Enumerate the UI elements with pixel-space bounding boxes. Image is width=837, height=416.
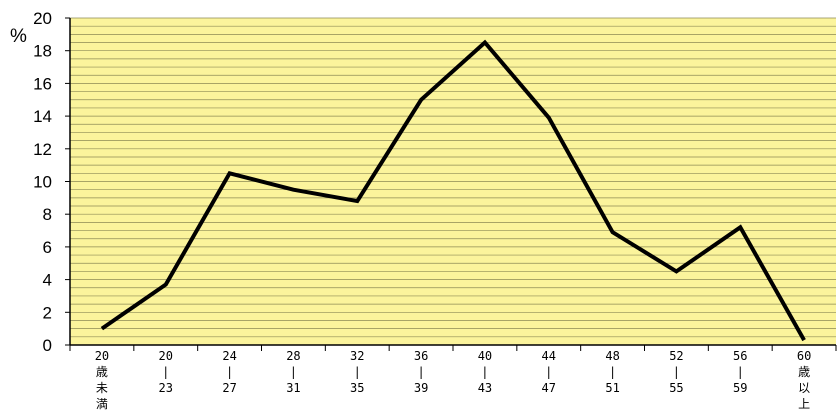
series-line [100,39,806,342]
x-tick-label-line: 20 [159,349,173,363]
x-tick-label-line: 36 [414,349,428,363]
y-tick-label: 0 [43,336,52,355]
x-tick-label-line: 39 [414,381,428,395]
x-tick-label-line: 歳 [96,365,108,379]
x-tick-label: 56 | 59 [733,349,747,395]
x-tick-label: 32 | 35 [350,349,364,395]
x-tick-label-line: 23 [159,381,173,395]
y-tick-label: 8 [43,205,52,224]
x-tick-label-line: 28 [286,349,300,363]
x-tick-label-line: 上 [798,397,810,411]
x-tick-label-line: 未 [96,381,108,395]
x-tick-label-line: 55 [669,381,683,395]
x-tick-label: 44 | 47 [542,349,556,395]
x-tick-label-line: 31 [286,381,300,395]
x-tick-label: 48 | 51 [605,349,619,395]
x-tick-label-line: | [417,365,424,379]
y-tick-label: 16 [33,74,52,93]
y-tick-label: 20 [33,9,52,28]
y-tick-label: 14 [33,107,52,126]
x-tick-label: 20 歳未満 [95,349,109,411]
y-tick-label: 6 [43,238,52,257]
x-tick-label-line: 43 [478,381,492,395]
x-tick-label: 40 | 43 [478,349,492,395]
x-tick-label-line: 歳 [798,365,810,379]
x-tick-label-line: | [226,365,233,379]
x-tick-label: 60 歳以上 [797,349,811,411]
y-tick-label: 12 [33,140,52,159]
y-axis-label: % [10,26,27,47]
x-tick-label-line: | [609,365,616,379]
x-tick-label-line: 32 [350,349,364,363]
x-tick-label-line: 56 [733,349,747,363]
x-tick-label-line: 59 [733,381,747,395]
x-tick-label-line: | [481,365,488,379]
x-tick-label-line: | [737,365,744,379]
x-tick-label-line: | [673,365,680,379]
x-tick-label-line: 48 [605,349,619,363]
y-tick-label: 18 [33,42,52,61]
x-tick-label-line: 以 [798,381,810,395]
x-tick-label-line: 51 [605,381,619,395]
x-tick-label-line: 52 [669,349,683,363]
x-tick-label-line: 27 [222,381,236,395]
x-tick-label: 24 | 27 [222,349,236,395]
y-tick-label: 2 [43,303,52,322]
x-tick-label-line: 44 [542,349,556,363]
x-tick-label-line: 35 [350,381,364,395]
x-tick-label-line: | [354,365,361,379]
x-tick-label-line: 47 [542,381,556,395]
x-tick-label-line: 40 [478,349,492,363]
x-tick-label-line: 満 [96,397,108,411]
x-tick-label: 52 | 55 [669,349,683,395]
y-tick-labels: 0 2 4 6 8 10 12 14 16 18 20 [33,9,70,355]
x-tick-label-line: 20 [95,349,109,363]
x-tick-label: 28 | 31 [286,349,300,395]
x-tick-label-line: 24 [222,349,236,363]
y-tick-label: 4 [43,271,52,290]
y-tick-label: 10 [33,173,52,192]
x-tick-label-line: | [162,365,169,379]
x-tick-label-line: | [545,365,552,379]
x-tick-label-line: 60 [797,349,811,363]
x-tick-label: 36 | 39 [414,349,428,395]
x-tick-label: 20 | 23 [159,349,173,395]
x-tick-label-line: | [290,365,297,379]
gridlines [70,17,836,338]
